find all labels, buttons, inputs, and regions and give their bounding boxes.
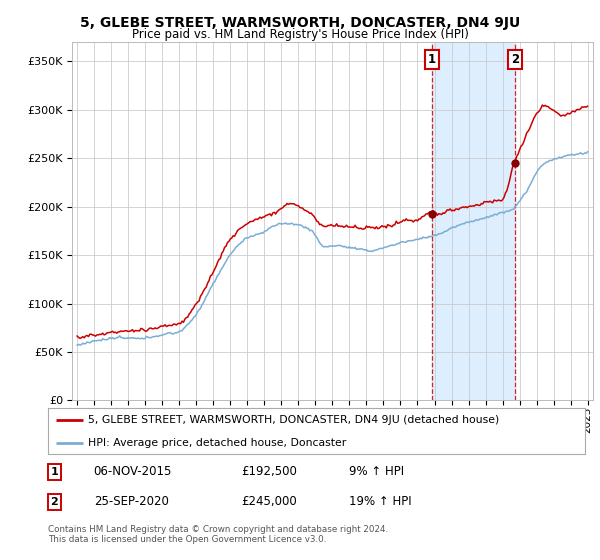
Text: £245,000: £245,000	[241, 496, 297, 508]
Text: 1: 1	[50, 467, 58, 477]
Bar	[432, 42, 515, 400]
Text: 06-NOV-2015: 06-NOV-2015	[94, 465, 172, 478]
Text: £192,500: £192,500	[241, 465, 297, 478]
Text: 2: 2	[50, 497, 58, 507]
Text: Contains HM Land Registry data © Crown copyright and database right 2024.
This d: Contains HM Land Registry data © Crown c…	[48, 525, 388, 544]
Text: 1: 1	[428, 53, 436, 66]
Text: HPI: Average price, detached house, Doncaster: HPI: Average price, detached house, Donc…	[88, 438, 347, 449]
Text: 5, GLEBE STREET, WARMSWORTH, DONCASTER, DN4 9JU (detached house): 5, GLEBE STREET, WARMSWORTH, DONCASTER, …	[88, 415, 500, 425]
Text: 5, GLEBE STREET, WARMSWORTH, DONCASTER, DN4 9JU: 5, GLEBE STREET, WARMSWORTH, DONCASTER, …	[80, 16, 520, 30]
Text: Price paid vs. HM Land Registry's House Price Index (HPI): Price paid vs. HM Land Registry's House …	[131, 28, 469, 41]
Text: 25-SEP-2020: 25-SEP-2020	[94, 496, 169, 508]
Text: 9% ↑ HPI: 9% ↑ HPI	[349, 465, 404, 478]
Text: 2: 2	[511, 53, 519, 66]
Text: 19% ↑ HPI: 19% ↑ HPI	[349, 496, 412, 508]
